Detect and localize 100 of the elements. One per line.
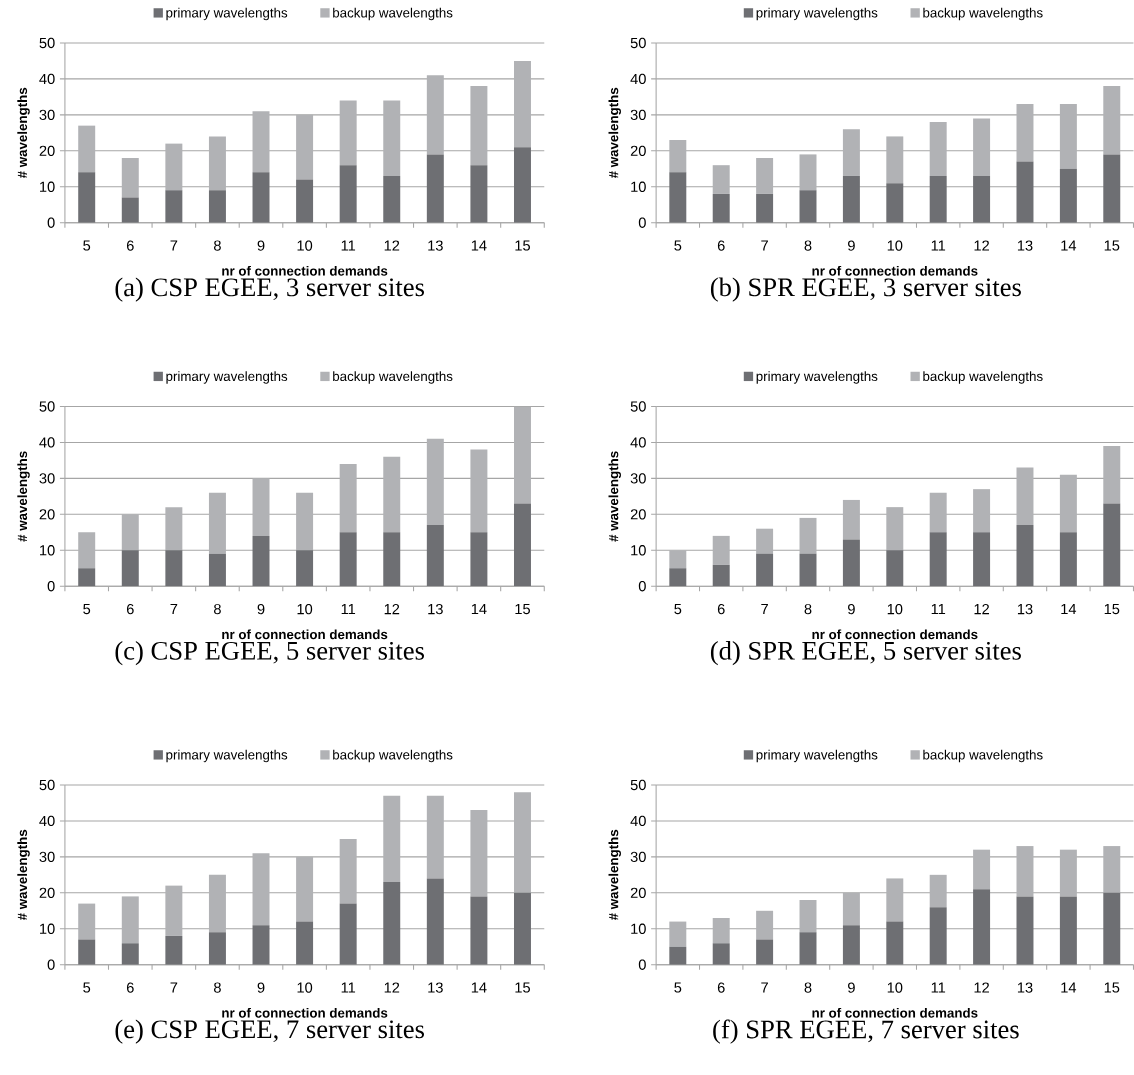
x-tick-label: 8 [213, 982, 221, 993]
bar [669, 140, 687, 173]
bar [208, 932, 226, 965]
bar [470, 810, 488, 897]
y-tick-label: 20 [630, 887, 646, 899]
y-tick-label: 20 [39, 887, 55, 899]
x-tick-label: 9 [257, 604, 265, 615]
bar [165, 936, 183, 965]
x-tick-label: 6 [126, 604, 134, 615]
x-tick-label: 15 [515, 982, 530, 993]
bar [78, 532, 96, 569]
bar [973, 532, 991, 587]
bar [165, 885, 183, 937]
x-tick-label: 7 [170, 604, 178, 615]
bar [1103, 846, 1121, 894]
bar [1059, 849, 1077, 897]
bar [669, 568, 687, 587]
y-tick-label: 10 [40, 923, 55, 935]
legend-label: primary wavelengths [166, 749, 288, 763]
bar [470, 532, 488, 587]
x-tick-label: 8 [804, 604, 812, 615]
y-tick-label: 50 [630, 780, 646, 791]
x-tick-label: 8 [213, 240, 221, 251]
bar [756, 528, 774, 555]
x-tick-label: 13 [428, 604, 443, 615]
x-tick-label: 10 [887, 604, 903, 615]
text: (f) SPR EGEE, 7 server sites [713, 1019, 1019, 1045]
bar [1059, 104, 1077, 169]
x-tick-label: 6 [126, 240, 134, 251]
bar [296, 115, 314, 180]
legend-label: primary wavelengths [756, 371, 878, 384]
bar [973, 176, 991, 223]
bar [1016, 161, 1034, 223]
bar [712, 165, 730, 195]
bar [296, 492, 314, 551]
legend-label: primary wavelengths [166, 7, 288, 21]
bar [669, 550, 687, 569]
x-tick-label: 6 [717, 982, 725, 993]
x-axis-title: nr of connection demands [222, 629, 388, 640]
y-tick-label: 0 [638, 581, 646, 592]
bar [208, 554, 226, 587]
bar [339, 165, 357, 223]
x-axis-title: nr of connection demands [812, 629, 978, 640]
bar [78, 939, 96, 965]
bar [121, 896, 139, 944]
bar [756, 911, 774, 940]
x-tick-label: 6 [126, 982, 134, 993]
x-tick-label: 12 [384, 982, 400, 993]
bar [973, 889, 991, 965]
y-axis-title: # wavelengths [608, 451, 621, 542]
x-tick-label: 10 [887, 240, 903, 251]
y-tick-label: 30 [630, 473, 646, 484]
y-tick-label: 40 [39, 437, 55, 448]
bar [669, 946, 687, 965]
bar [252, 478, 270, 537]
y-tick-label: 30 [39, 473, 55, 484]
bar [1059, 896, 1077, 965]
bar [426, 439, 444, 526]
x-tick-label: 5 [83, 240, 91, 251]
x-tick-label: 7 [170, 240, 178, 251]
y-tick-label: 0 [638, 959, 646, 971]
x-tick-label: 7 [170, 982, 178, 993]
x-tick-label: 5 [674, 240, 682, 251]
y-tick-label: 20 [39, 509, 55, 520]
bar [1103, 503, 1121, 587]
bar [973, 489, 991, 533]
x-tick-label: 10 [297, 604, 313, 615]
bar [426, 525, 444, 587]
bar [1103, 446, 1121, 504]
x-tick-label: 5 [83, 604, 91, 615]
bar [252, 925, 270, 965]
bar [1103, 86, 1121, 155]
legend-label: backup wavelengths [333, 749, 453, 763]
bar [296, 857, 314, 922]
bar [426, 878, 444, 965]
bar [296, 550, 314, 587]
y-tick-label: 10 [40, 181, 55, 193]
y-axis-title: # wavelengths [608, 88, 621, 179]
bar [426, 795, 444, 879]
x-tick-label: 5 [674, 982, 682, 993]
bar [1103, 154, 1121, 223]
x-tick-label: 6 [717, 604, 725, 615]
bar [383, 100, 401, 177]
bar [121, 197, 139, 223]
legend-label: backup wavelengths [923, 749, 1043, 763]
y-tick-label: 40 [630, 437, 646, 448]
text: (a) CSP EGEE, 3 server sites [115, 277, 424, 302]
bar [1016, 467, 1034, 526]
y-tick-label: 20 [630, 145, 646, 157]
y-tick-label: 0 [638, 217, 646, 229]
bar [929, 875, 947, 908]
y-tick-label: 20 [630, 509, 646, 520]
legend-label: backup wavelengths [333, 7, 453, 21]
y-tick-label: 10 [631, 923, 646, 935]
y-tick-label: 40 [39, 815, 55, 827]
bar [1059, 532, 1077, 587]
bar [78, 903, 96, 940]
bar [513, 893, 531, 965]
bar [339, 839, 357, 904]
bar [929, 907, 947, 965]
